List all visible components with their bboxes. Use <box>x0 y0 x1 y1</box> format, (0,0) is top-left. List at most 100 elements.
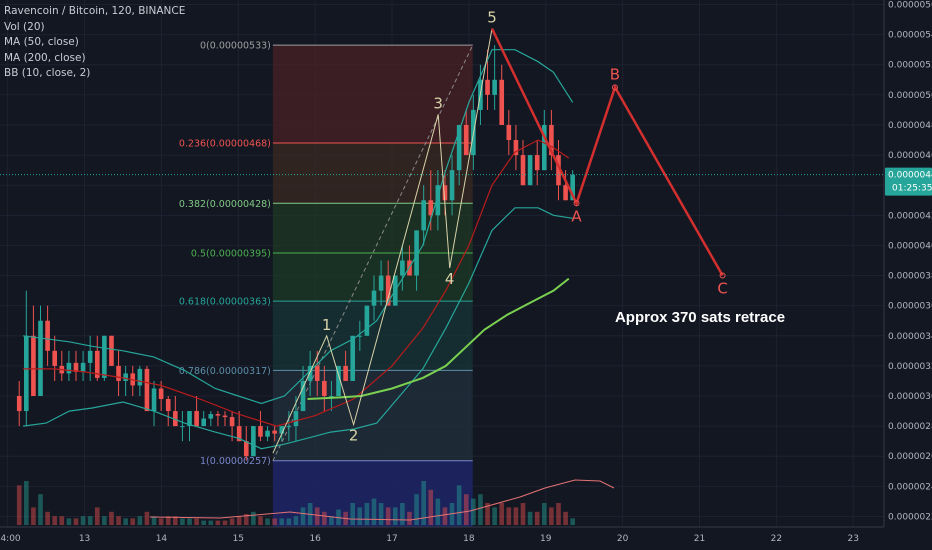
volume-bar <box>24 481 29 525</box>
y-tick-label: 0.00000460 <box>888 151 932 161</box>
volume-bar <box>66 518 72 525</box>
projection-point <box>719 272 726 279</box>
candle-body <box>336 365 341 397</box>
x-tick-label: 20 <box>617 534 629 544</box>
volume-bar <box>109 511 114 525</box>
volume-bar <box>243 514 249 525</box>
symbol-title[interactable]: Ravencoin / Bitcoin, 120, BINANCE <box>4 5 186 17</box>
volume-bar <box>456 485 462 525</box>
fib-level-label: 0.382(0.00000428) <box>179 199 271 210</box>
volume-bar <box>549 507 554 525</box>
candle-body <box>137 368 143 386</box>
candle-body <box>534 155 540 171</box>
last-price-badge: 0.00000447 01:25:35 <box>885 167 932 196</box>
volume-bar <box>31 507 36 525</box>
volume-bar <box>286 518 292 525</box>
volume-bar <box>471 498 476 525</box>
candle-body <box>286 426 292 428</box>
volume-bar <box>414 494 419 525</box>
candle-body <box>499 79 505 125</box>
y-tick-label: 0.00000240 <box>888 482 932 492</box>
candle-body <box>492 79 497 95</box>
fib-level-label: 1(0.00000257) <box>200 456 271 467</box>
candle-body <box>187 411 192 427</box>
x-tick-label: 15 <box>233 534 244 544</box>
volume-bar <box>371 498 377 525</box>
volume-bar <box>364 503 370 525</box>
volume-bar <box>541 503 547 525</box>
volume-bar <box>385 507 391 525</box>
indicator-bb[interactable]: BB (10, close, 2) <box>4 67 91 79</box>
elliott-wave-line <box>272 28 493 454</box>
indicator-ma200[interactable]: MA (200, close) <box>4 51 86 64</box>
candle-body <box>215 414 221 416</box>
volume-bar <box>73 518 79 525</box>
volume-bar <box>102 516 107 525</box>
projection-point <box>611 84 618 91</box>
candle-body <box>144 368 150 412</box>
volume-bar <box>534 511 540 525</box>
candle-body <box>343 365 348 381</box>
volume-bar <box>322 511 327 525</box>
fib-zone <box>272 370 473 461</box>
ma50-line <box>307 277 570 400</box>
fib-level-label: 0(0.00000533) <box>200 41 271 52</box>
volume-bars <box>16 481 575 525</box>
x-tick-label: 23 <box>848 534 859 544</box>
price-badge-bg <box>885 167 932 196</box>
candle-body <box>258 426 263 437</box>
x-tick-label: 22 <box>771 534 782 544</box>
chart-legend: Ravencoin / Bitcoin, 120, BINANCE Vol (2… <box>4 4 185 82</box>
y-axis: 0.00000560 0.00000540 0.00000520 0.00000500… <box>888 1 932 523</box>
volume-bar <box>194 518 199 525</box>
y-tick-label: 0.00000280 <box>888 422 932 432</box>
candle-body <box>570 174 575 201</box>
candle-body <box>541 124 547 171</box>
candle-body <box>222 415 228 418</box>
volume-bar <box>116 516 121 525</box>
candle-body <box>45 320 50 351</box>
wave-label-2: 2 <box>349 427 359 445</box>
volume-bar <box>463 494 469 525</box>
volume-bar <box>350 503 356 525</box>
candle-body <box>307 365 313 381</box>
projection-label-A: A <box>571 207 582 225</box>
y-tick-label: 0.00000480 <box>888 121 932 131</box>
y-tick-label: 0.00000340 <box>888 332 932 342</box>
candle-body <box>435 185 441 216</box>
volume-bar <box>215 520 221 525</box>
candle-body <box>513 140 519 156</box>
wave-label-3: 3 <box>433 94 443 112</box>
volume-bar <box>80 516 86 525</box>
candle-body <box>322 380 327 397</box>
projection-label-B: B <box>610 65 620 83</box>
volume-bar <box>272 518 277 525</box>
volume-bar <box>187 518 192 525</box>
candle-body <box>357 335 363 337</box>
indicator-ma50[interactable]: MA (50, close) <box>4 36 79 48</box>
bb-upper-line <box>23 49 574 405</box>
volume-bar <box>485 503 490 525</box>
volume-bar <box>151 516 157 525</box>
volume-bar <box>59 516 65 525</box>
volume-bar <box>492 507 497 525</box>
candle-body <box>329 396 334 398</box>
candle-body <box>272 430 277 434</box>
candle-body <box>201 418 207 427</box>
candle-body <box>243 441 249 457</box>
candle-body <box>194 411 199 427</box>
x-tick-label: 14 <box>156 534 168 544</box>
volume-bar <box>563 511 568 525</box>
y-tick-label: 0.00000360 <box>888 302 932 312</box>
candle-body <box>456 124 462 171</box>
candle-body <box>87 350 93 363</box>
volume-bar <box>421 481 426 525</box>
volume-bar <box>87 516 93 525</box>
candle-body <box>109 335 114 366</box>
candle-body <box>123 373 128 381</box>
indicator-volume[interactable]: Vol (20) <box>4 20 45 33</box>
candle-body <box>180 426 185 428</box>
volume-bar <box>314 507 320 525</box>
volume-bar <box>165 516 171 525</box>
